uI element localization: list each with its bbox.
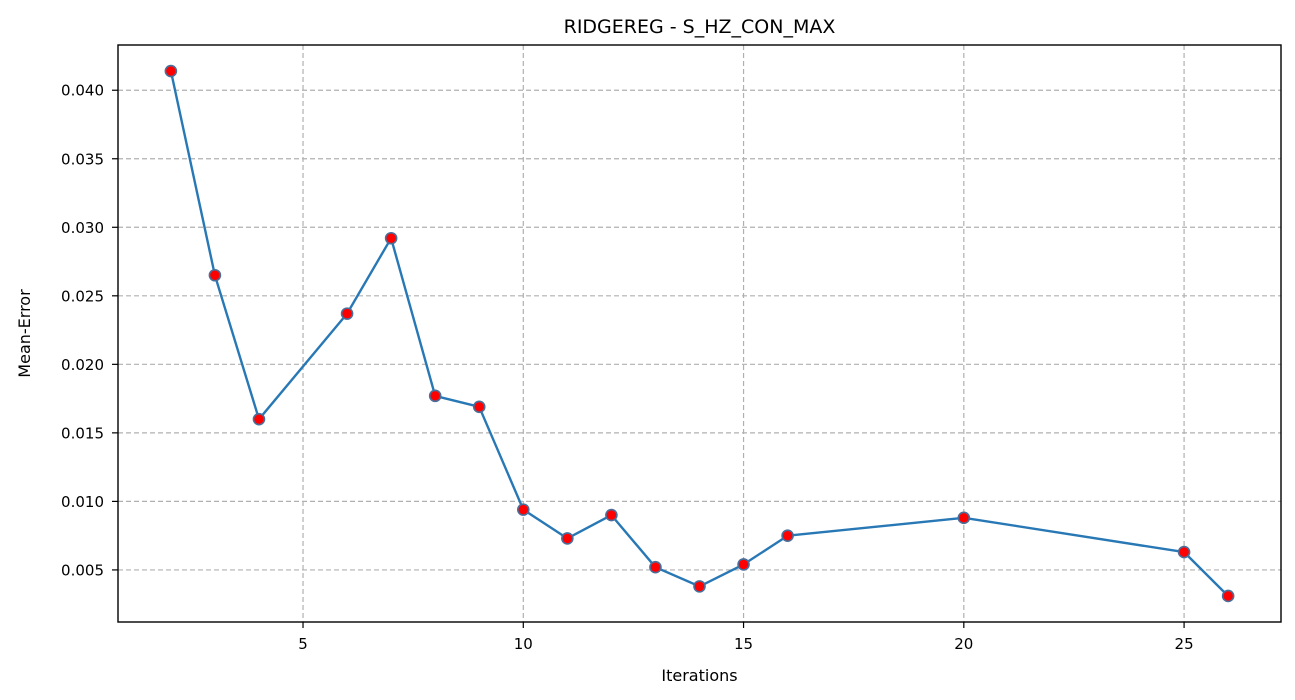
data-point (737, 558, 750, 571)
data-point (781, 529, 794, 542)
data-point (649, 560, 662, 574)
data-point (1221, 589, 1235, 603)
plot-frame (117, 44, 1282, 623)
data-point (340, 307, 354, 320)
data-point (561, 532, 574, 545)
x-axis-title: Iterations (661, 666, 737, 685)
data-point (1177, 545, 1191, 559)
y-tick-label: 0.015 (61, 424, 104, 442)
data-point (428, 389, 442, 403)
data-point (384, 231, 398, 245)
y-tick-label: 0.035 (61, 150, 104, 168)
x-tick-label: 10 (514, 635, 533, 653)
data-point (208, 268, 222, 282)
x-tick-label: 25 (1175, 635, 1194, 653)
y-tick-label: 0.020 (61, 356, 104, 374)
data-point (252, 412, 266, 426)
x-tick-label: 20 (954, 635, 973, 653)
data-point (472, 400, 486, 414)
y-tick-label: 0.025 (61, 287, 104, 305)
data-points (164, 64, 1235, 603)
data-point (516, 503, 530, 516)
data-point (605, 508, 618, 522)
x-tick-label: 5 (298, 635, 308, 653)
data-point (693, 580, 706, 593)
axis-ticks: 5 10 15 20 25 0.005 0.010 0.015 0.020 0.025 0.030 0… (61, 82, 1194, 653)
data-point (957, 511, 971, 525)
y-tick-label: 0.005 (61, 561, 104, 579)
data-point (164, 64, 178, 78)
y-tick-label: 0.010 (61, 493, 104, 511)
chart-title: RIDGEREG - S_HZ_CON_MAX (564, 16, 836, 38)
y-tick-label: 0.040 (61, 82, 104, 100)
grid (118, 45, 1281, 622)
y-tick-label: 0.030 (61, 219, 104, 237)
y-axis-title: Mean-Error (15, 289, 34, 378)
x-tick-label: 15 (734, 635, 753, 653)
